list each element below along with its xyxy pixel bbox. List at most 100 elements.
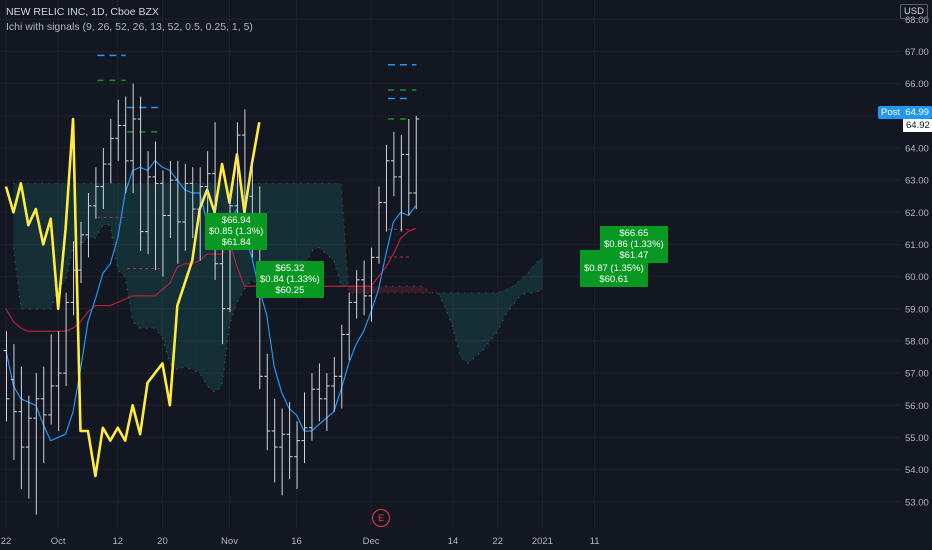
ohlc-bar <box>338 324 345 409</box>
ohlc-bar <box>167 160 174 239</box>
ohlc-bar <box>204 151 211 226</box>
cloud-segment <box>326 183 334 261</box>
ohlc-bar <box>182 164 189 251</box>
time-tick-label: 14 <box>448 536 459 547</box>
ohlc-bar <box>40 366 47 464</box>
ohlc-bar <box>241 109 248 206</box>
price-tick-label: 59.00 <box>905 304 929 315</box>
cloud-segment <box>453 292 461 358</box>
time-tick-label: 20 <box>157 536 168 547</box>
ohlc-bar <box>33 373 40 515</box>
cloud-segment <box>527 263 535 293</box>
cloud-segment <box>110 183 118 271</box>
cloud-segment <box>87 183 96 239</box>
ohlc-bar <box>398 135 405 232</box>
ohlc-bar <box>107 119 114 184</box>
price-tick-label: 68.00 <box>905 15 929 26</box>
cloud-segment <box>497 289 506 332</box>
ohlc-bar <box>212 122 219 280</box>
cloud-segment <box>296 183 304 287</box>
price-axis: 52.0053.0054.0055.0056.0057.0058.0059.00… <box>900 0 932 550</box>
cloud-segment <box>423 286 431 293</box>
signal-label: $66.94 $0.85 (1.3%) $61.84 <box>205 213 268 250</box>
cloud-segment <box>490 292 498 341</box>
price-tick-label: 64.00 <box>905 143 929 154</box>
ohlc-bar <box>234 122 241 219</box>
cloud-segment <box>132 183 141 329</box>
ohlc-bar <box>219 234 226 345</box>
indicator-legend: Ichi with signals (9, 26, 52, 26, 13, 52… <box>6 21 253 33</box>
ohlc-bar <box>368 247 375 322</box>
last-price-tag: 64.92 <box>903 119 932 132</box>
cloud-segment <box>348 286 357 293</box>
price-tick-label: 61.00 <box>905 240 929 251</box>
ohlc-bar <box>264 353 271 451</box>
cloud-segment <box>318 183 327 255</box>
ohlc-bar <box>353 270 360 319</box>
ohlc-bar <box>152 141 159 271</box>
cloud-segment <box>155 183 163 338</box>
chart-title: NEW RELIC INC, 1D, Cboe BZX <box>6 6 159 18</box>
price-tick-label: 66.00 <box>905 79 929 90</box>
cloud-segment <box>140 183 148 329</box>
ohlc-bar <box>100 147 107 210</box>
time-tick-label: 12 <box>112 536 123 547</box>
cloud-segment <box>467 292 476 364</box>
cloud-segment <box>512 279 521 306</box>
cloud-segment <box>304 183 312 267</box>
ohlc-bar <box>286 402 293 480</box>
price-tick-label: 54.00 <box>905 465 929 476</box>
currency-button[interactable]: USD <box>899 4 928 19</box>
cloud-segment <box>125 183 133 322</box>
time-tick-label: 16 <box>291 536 302 547</box>
ohlc-bar <box>383 144 390 232</box>
cloud-segment <box>505 286 513 316</box>
ohlc-bar <box>301 392 308 464</box>
earnings-event-marker[interactable]: E <box>372 509 390 527</box>
ohlc-bar <box>390 131 397 197</box>
ohlc-bar <box>92 167 99 219</box>
post-market-tag: Post 64.99 <box>878 106 932 119</box>
ohlc-bar <box>18 366 25 489</box>
time-tick-label: Nov <box>221 536 238 547</box>
ohlc-bar <box>48 334 55 425</box>
chikou-line <box>4 117 261 478</box>
ohlc-bar <box>308 373 315 441</box>
cloud-segment <box>438 292 446 309</box>
kijun-line <box>5 227 416 332</box>
price-axis-bg <box>900 0 932 550</box>
price-tick-label: 60.00 <box>905 272 929 283</box>
cloud-segment <box>408 286 416 293</box>
cloud-segment <box>80 183 88 245</box>
signal-label: $65.32 $0.84 (1.33%) $60.25 <box>256 261 324 298</box>
cloud-segment <box>385 286 394 293</box>
ohlc-bar <box>189 167 196 239</box>
senkou-span-b <box>12 224 543 394</box>
ohlc-bar <box>137 96 144 251</box>
cloud-segment <box>520 273 528 296</box>
cloud-segment <box>274 183 282 287</box>
signal-label: $66.65 $0.86 (1.33%) $61.47 <box>600 226 668 263</box>
price-tick-label: 62.00 <box>905 208 929 219</box>
cloud-segment <box>371 286 379 293</box>
time-tick-label: 22 <box>1 536 12 547</box>
ohlc-bar <box>331 357 338 412</box>
ohlc-bar <box>55 331 62 431</box>
ohlc-bar <box>405 119 412 216</box>
time-tick-label: 11 <box>590 536 600 547</box>
cloud-segment <box>95 183 103 239</box>
ohlc-bar <box>316 363 323 422</box>
cloud-segment <box>177 183 185 370</box>
cloud-segment <box>162 183 170 364</box>
ohlc-bar <box>323 373 330 431</box>
ohlc-bar <box>78 221 84 284</box>
cloud-segment <box>356 286 364 293</box>
price-tick-label: 55.00 <box>905 433 929 444</box>
cloud-segment <box>475 292 483 358</box>
price-tick-label: 56.00 <box>905 401 929 412</box>
price-tick-label: 57.00 <box>905 369 929 380</box>
cloud-segment <box>102 183 111 226</box>
cloud-segment <box>184 183 193 370</box>
ohlc-bar <box>70 241 77 316</box>
